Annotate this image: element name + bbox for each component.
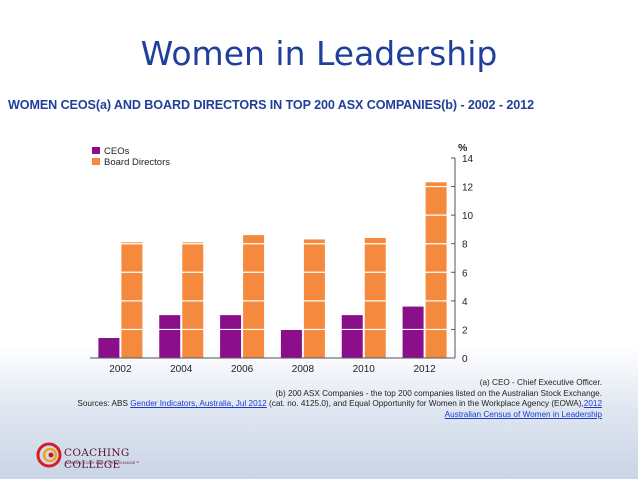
legend-swatch-ceos: [92, 147, 100, 154]
logo-swirl-icon: [36, 442, 62, 468]
sources-note: Sources: ABS Gender Indicators, Australi…: [60, 399, 602, 420]
y-tick-label-2: 2: [462, 325, 468, 336]
sources-mid: (cat. no. 4125.0), and Equal Opportunity…: [266, 399, 584, 408]
chart-subtitle: WOMEN CEOS(a) AND BOARD DIRECTORS IN TOP…: [8, 98, 534, 112]
bar-board-directors-2008: [303, 239, 325, 358]
bar-ceos-2004: [159, 315, 181, 358]
y-tick-label-10: 10: [462, 211, 474, 222]
x-tick-label-2010: 2010: [353, 364, 376, 375]
legend-label-board-directors: Board Directors: [104, 157, 170, 168]
bar-board-directors-2002: [121, 242, 143, 358]
x-tick-label-2002: 2002: [109, 364, 132, 375]
bar-ceos-2012: [402, 306, 424, 358]
y-tick-label-0: 0: [462, 354, 468, 365]
logo-tagline: MAKING YOUR LIFE FOR A CHANGE™: [66, 461, 140, 465]
x-tick-label-2008: 2008: [292, 364, 315, 375]
page-title: Women in Leadership: [140, 34, 498, 73]
y-tick-label-6: 6: [462, 268, 468, 279]
bar-ceos-2010: [341, 315, 363, 358]
x-tick-label-2006: 2006: [231, 364, 254, 375]
bar-ceos-2002: [98, 338, 120, 358]
x-tick-label-2012: 2012: [413, 364, 436, 375]
y-tick-label-4: 4: [462, 297, 468, 308]
logo-name: COACHING COLLEGE: [64, 447, 130, 471]
bar-ceos-2006: [220, 315, 242, 358]
gender-indicators-link[interactable]: Gender Indicators, Australia, Jul 2012: [130, 399, 267, 408]
legend-swatch-board-directors: [92, 158, 100, 165]
census-link[interactable]: 2012 Australian Census of Women in Leade…: [444, 399, 602, 419]
x-tick-label-2004: 2004: [170, 364, 193, 375]
bar-board-directors-2006: [243, 235, 265, 358]
y-tick-label-8: 8: [462, 240, 468, 251]
bar-board-directors-2004: [182, 242, 204, 358]
bar-board-directors-2012: [425, 182, 447, 358]
chart-notes: (a) CEO - Chief Executive Officer. (b) 2…: [60, 378, 602, 420]
bar-ceos-2008: [280, 329, 302, 358]
legend-label-ceos: CEOs: [104, 146, 130, 157]
note-a: (a) CEO - Chief Executive Officer.: [479, 378, 602, 387]
y-tick-label-14: 14: [462, 154, 474, 165]
coaching-college-logo: COACHING COLLEGE MAKING YOUR LIFE FOR A …: [36, 438, 176, 472]
sources-prefix: Sources: ABS: [77, 399, 131, 408]
note-b: (b) 200 ASX Companies - the top 200 comp…: [275, 388, 602, 398]
bar-board-directors-2010: [364, 238, 386, 358]
y-unit-label: %: [458, 142, 468, 154]
y-tick-label-12: 12: [462, 183, 474, 194]
